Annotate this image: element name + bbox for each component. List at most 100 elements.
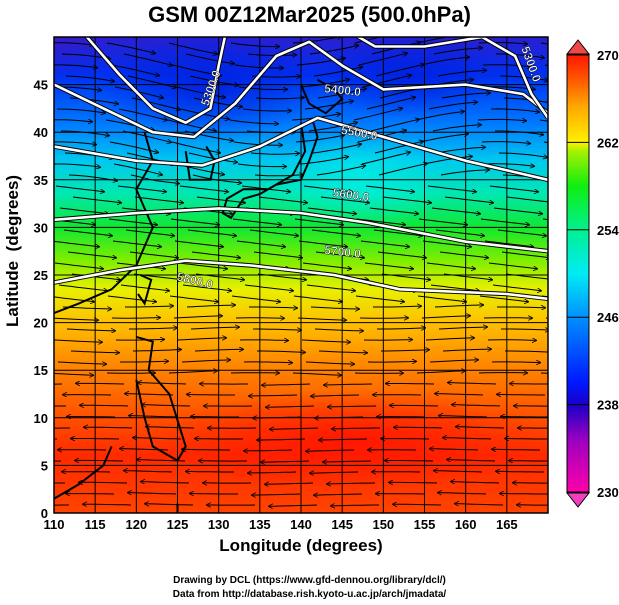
streamline (318, 351, 367, 353)
streamline (191, 417, 239, 418)
credit-data-source: Data from http://database.rish.kyoto-u.a… (172, 589, 447, 600)
streamline (386, 384, 435, 385)
streamline (112, 240, 161, 247)
y-tick-label: 5 (41, 458, 48, 473)
streamline (269, 505, 318, 506)
streamline (314, 329, 363, 331)
streamline (310, 472, 359, 473)
streamline (497, 229, 546, 236)
streamline (496, 53, 544, 58)
streamline (84, 427, 133, 428)
streamline (490, 108, 539, 112)
streamline (55, 185, 104, 192)
streamline (118, 108, 167, 120)
streamline (181, 360, 230, 362)
streamline (306, 284, 355, 291)
streamline (427, 185, 476, 192)
streamline (314, 494, 363, 495)
streamline (451, 482, 500, 483)
y-tick-label: 10 (34, 411, 48, 426)
streamline (394, 427, 443, 428)
y-tick-labels: 0 5 10 15 20 25 30 35 40 45 (34, 78, 48, 521)
streamline (253, 251, 302, 258)
streamline (170, 218, 219, 225)
streamline (294, 218, 343, 225)
streamline (234, 64, 283, 68)
streamline (257, 439, 306, 440)
streamline (131, 97, 180, 110)
plot-area: 5300.05300.05400.05500.05600.05700.05800… (0, 37, 548, 513)
streamline (115, 339, 164, 340)
streamline (480, 218, 529, 225)
colorbar-tick-label: 262 (597, 135, 619, 150)
streamline (254, 175, 303, 176)
streamline (249, 395, 298, 396)
streamline (177, 338, 226, 341)
streamline (248, 472, 297, 473)
streamline (497, 307, 545, 308)
colorbar-ticks: 270 262 254 246 238 230 (567, 48, 619, 500)
streamline (120, 361, 168, 362)
streamline (431, 207, 480, 214)
streamline (501, 416, 548, 417)
y-tick-label: 30 (34, 220, 48, 235)
contour-label: 5400.0 (324, 81, 362, 99)
streamline (141, 482, 190, 483)
streamline (316, 166, 365, 176)
streamline (83, 504, 132, 505)
contour-line (85, 37, 227, 124)
streamline (360, 240, 409, 247)
streamline (187, 229, 236, 236)
streamline (327, 483, 376, 484)
streamline (305, 362, 354, 364)
streamline (196, 196, 245, 203)
streamline (120, 284, 169, 291)
plot-frame (53, 36, 549, 514)
streamline (145, 504, 194, 505)
streamline (190, 327, 239, 329)
streamline (493, 207, 542, 214)
x-tick-label: 125 (167, 517, 189, 532)
streamline (237, 163, 286, 167)
streamline (381, 350, 429, 351)
streamline (373, 229, 422, 236)
streamline (496, 471, 544, 472)
streamline (236, 240, 285, 247)
streamline (332, 428, 380, 429)
streamline (373, 306, 421, 307)
streamline (419, 134, 468, 143)
y-tick-label: 20 (34, 316, 48, 331)
streamline (1, 395, 49, 396)
streamline (484, 240, 533, 247)
contour-label: 5700.0 (324, 243, 362, 261)
streamline (311, 229, 360, 236)
streamline (393, 504, 442, 505)
streamline (477, 119, 526, 121)
coastline (54, 131, 154, 315)
x-tick-label: 130 (208, 517, 230, 532)
streamline (54, 318, 98, 320)
streamline (328, 406, 377, 407)
streamline (293, 295, 342, 302)
streamline (385, 461, 434, 462)
streamline (320, 196, 369, 203)
x-tick-label: 135 (249, 517, 271, 532)
streamline (244, 450, 293, 451)
streamline (130, 174, 179, 184)
x-tick-label: 150 (372, 517, 394, 532)
streamline (298, 240, 347, 247)
streamline (76, 383, 125, 384)
streamline (54, 482, 65, 484)
streamline (488, 262, 537, 269)
colorbar-tick-label: 246 (597, 310, 619, 325)
streamline (429, 360, 478, 363)
streamline (479, 295, 528, 302)
streamline (54, 438, 58, 440)
streamline (258, 196, 307, 203)
streamline (478, 42, 527, 44)
streamline (0, 450, 44, 451)
streamline (418, 218, 467, 225)
streamline (505, 439, 548, 440)
streamline (229, 119, 278, 124)
streamline (297, 317, 346, 320)
